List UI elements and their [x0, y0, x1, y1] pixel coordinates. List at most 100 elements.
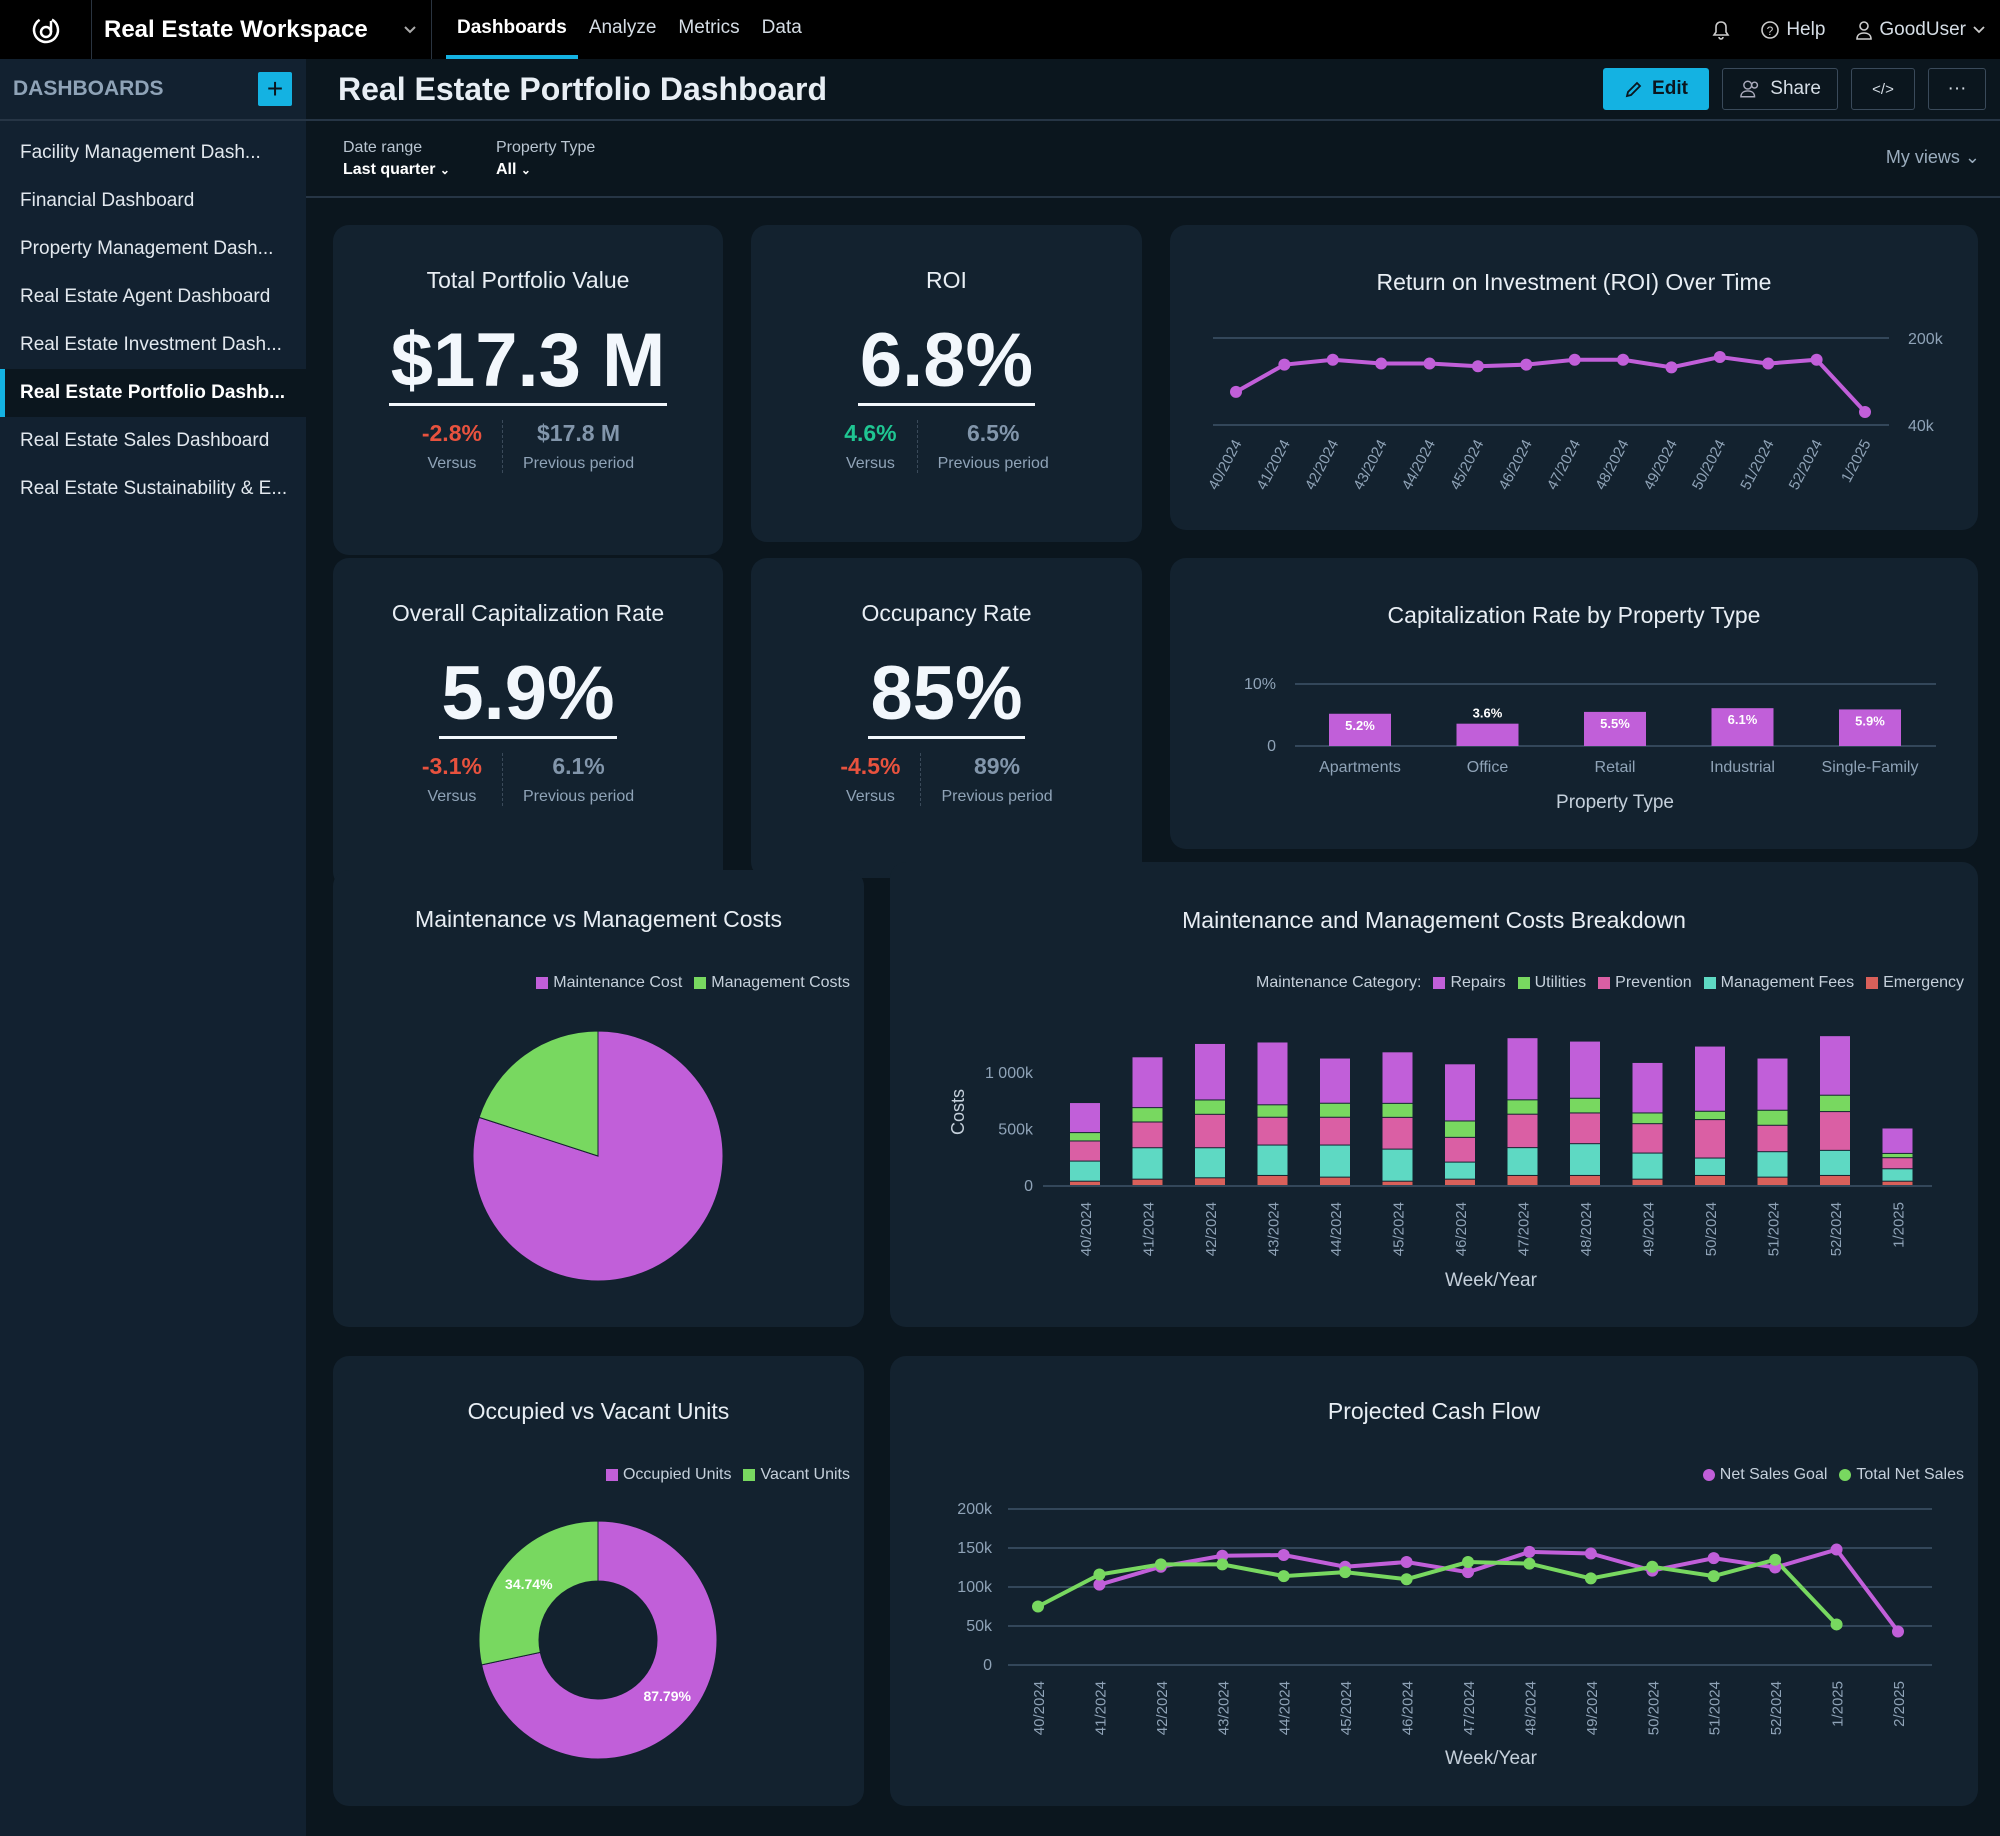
bar-segment[interactable] — [1507, 1148, 1538, 1175]
bar-segment[interactable] — [1570, 1041, 1600, 1098]
bar-segment[interactable] — [1195, 1148, 1225, 1178]
more-options-button[interactable]: ··· — [1928, 68, 1986, 110]
bar-segment[interactable] — [1570, 1175, 1600, 1185]
bar-segment[interactable] — [1382, 1181, 1413, 1185]
data-point[interactable] — [1830, 1618, 1843, 1631]
nav-metrics[interactable]: Metrics — [678, 16, 740, 38]
bar-segment[interactable] — [1132, 1122, 1163, 1148]
bar[interactable] — [1456, 723, 1519, 746]
data-point[interactable] — [1278, 358, 1291, 371]
bar[interactable] — [1584, 711, 1646, 746]
logo-icon[interactable] — [0, 0, 92, 59]
legend-item[interactable]: Emergency — [1866, 974, 1964, 992]
bar-segment[interactable] — [1070, 1181, 1100, 1185]
bar-segment[interactable] — [1507, 1100, 1538, 1114]
bar[interactable] — [1711, 708, 1774, 746]
data-point[interactable] — [1523, 1545, 1536, 1558]
bar-segment[interactable] — [1882, 1169, 1913, 1181]
sidebar-item[interactable]: Real Estate Sales Dashboard — [20, 430, 270, 451]
bar-segment[interactable] — [1632, 1153, 1663, 1179]
bar-segment[interactable] — [1070, 1133, 1100, 1141]
bar-segment[interactable] — [1195, 1100, 1225, 1114]
sidebar-item[interactable]: Real Estate Agent Dashboard — [20, 286, 271, 307]
edit-button[interactable]: Edit — [1603, 68, 1709, 110]
bar-segment[interactable] — [1757, 1058, 1788, 1110]
donut-slice[interactable] — [478, 1520, 599, 1666]
bar-segment[interactable] — [1382, 1052, 1413, 1103]
bar-segment[interactable] — [1320, 1058, 1350, 1103]
nav-dashboards[interactable]: Dashboards — [446, 0, 578, 59]
bar-segment[interactable] — [1070, 1161, 1100, 1181]
workspace-switcher[interactable]: Real Estate Workspace — [92, 0, 432, 59]
bar-segment[interactable] — [1632, 1062, 1663, 1113]
bar-segment[interactable] — [1257, 1117, 1288, 1145]
bar-segment[interactable] — [1195, 1043, 1225, 1100]
bar-segment[interactable] — [1695, 1111, 1725, 1120]
nav-analyze[interactable]: Analyze — [588, 16, 657, 38]
bar-segment[interactable] — [1257, 1105, 1288, 1117]
bar-segment[interactable] — [1382, 1103, 1413, 1117]
bar-segment[interactable] — [1195, 1178, 1225, 1185]
bar-segment[interactable] — [1820, 1175, 1850, 1185]
data-point[interactable] — [1375, 357, 1388, 370]
kpi-value[interactable]: $17.3 M — [388, 323, 668, 406]
data-point[interactable] — [1523, 1557, 1536, 1570]
data-point[interactable] — [1646, 1560, 1659, 1573]
data-point[interactable] — [1462, 1556, 1474, 1569]
data-point[interactable] — [1520, 358, 1533, 371]
notifications-button[interactable] — [1712, 20, 1730, 40]
data-point[interactable] — [1707, 1570, 1720, 1583]
legend-item[interactable]: Net Sales Goal — [1702, 1466, 1827, 1484]
bar-segment[interactable] — [1757, 1110, 1788, 1125]
data-point[interactable] — [1326, 353, 1339, 366]
bar-segment[interactable] — [1632, 1113, 1663, 1124]
nav-data[interactable]: Data — [761, 16, 802, 38]
bar-segment[interactable] — [1195, 1114, 1225, 1148]
data-point[interactable] — [1423, 357, 1436, 370]
bar-segment[interactable] — [1070, 1141, 1100, 1161]
bar-segment[interactable] — [1445, 1121, 1475, 1137]
legend-item[interactable]: Total Net Sales — [1839, 1466, 1964, 1484]
bar-segment[interactable] — [1882, 1128, 1913, 1153]
legend-item[interactable]: Repairs — [1433, 974, 1506, 992]
data-point[interactable] — [1230, 385, 1242, 398]
data-point[interactable] — [1154, 1558, 1167, 1571]
legend-item[interactable]: Prevention — [1598, 974, 1692, 992]
sidebar-item[interactable]: Property Management Dash... — [20, 238, 274, 259]
data-point[interactable] — [1769, 1553, 1782, 1566]
data-point[interactable] — [1093, 1578, 1106, 1591]
bar-segment[interactable] — [1820, 1095, 1850, 1112]
bar-segment[interactable] — [1257, 1175, 1288, 1185]
bar-segment[interactable] — [1320, 1145, 1350, 1177]
sidebar-item[interactable]: Real Estate Portfolio Dashb... — [0, 369, 306, 417]
bar-segment[interactable] — [1695, 1175, 1725, 1185]
bar-segment[interactable] — [1132, 1179, 1163, 1185]
data-point[interactable] — [1400, 1556, 1413, 1569]
donut-slice[interactable] — [481, 1520, 718, 1760]
property-type-filter[interactable]: Property Type All ⌄ — [496, 139, 595, 179]
embed-code-button[interactable]: </> — [1851, 68, 1915, 110]
bar-segment[interactable] — [1132, 1148, 1163, 1179]
bar-segment[interactable] — [1820, 1036, 1850, 1095]
legend-item[interactable]: Utilities — [1517, 974, 1586, 992]
bar-segment[interactable] — [1445, 1137, 1475, 1162]
data-point[interactable] — [1892, 1625, 1904, 1638]
data-point[interactable] — [1707, 1552, 1720, 1565]
bar[interactable] — [1839, 709, 1901, 746]
bar-segment[interactable] — [1445, 1162, 1475, 1179]
add-dashboard-button[interactable]: + — [258, 72, 292, 106]
data-point[interactable] — [1216, 1549, 1229, 1562]
data-point[interactable] — [1471, 360, 1484, 373]
data-point[interactable] — [1032, 1600, 1044, 1613]
bar-segment[interactable] — [1382, 1149, 1413, 1181]
data-point[interactable] — [1093, 1568, 1106, 1581]
bar-segment[interactable] — [1820, 1112, 1850, 1150]
bar-segment[interactable] — [1445, 1064, 1475, 1121]
bar-segment[interactable] — [1257, 1145, 1288, 1175]
data-point[interactable] — [1568, 353, 1581, 366]
pie-slice[interactable] — [478, 1030, 599, 1157]
legend-item[interactable]: Occupied Units — [605, 1466, 731, 1484]
bar-segment[interactable] — [1632, 1124, 1663, 1153]
bar-segment[interactable] — [1695, 1158, 1725, 1175]
data-point[interactable] — [1617, 353, 1630, 366]
